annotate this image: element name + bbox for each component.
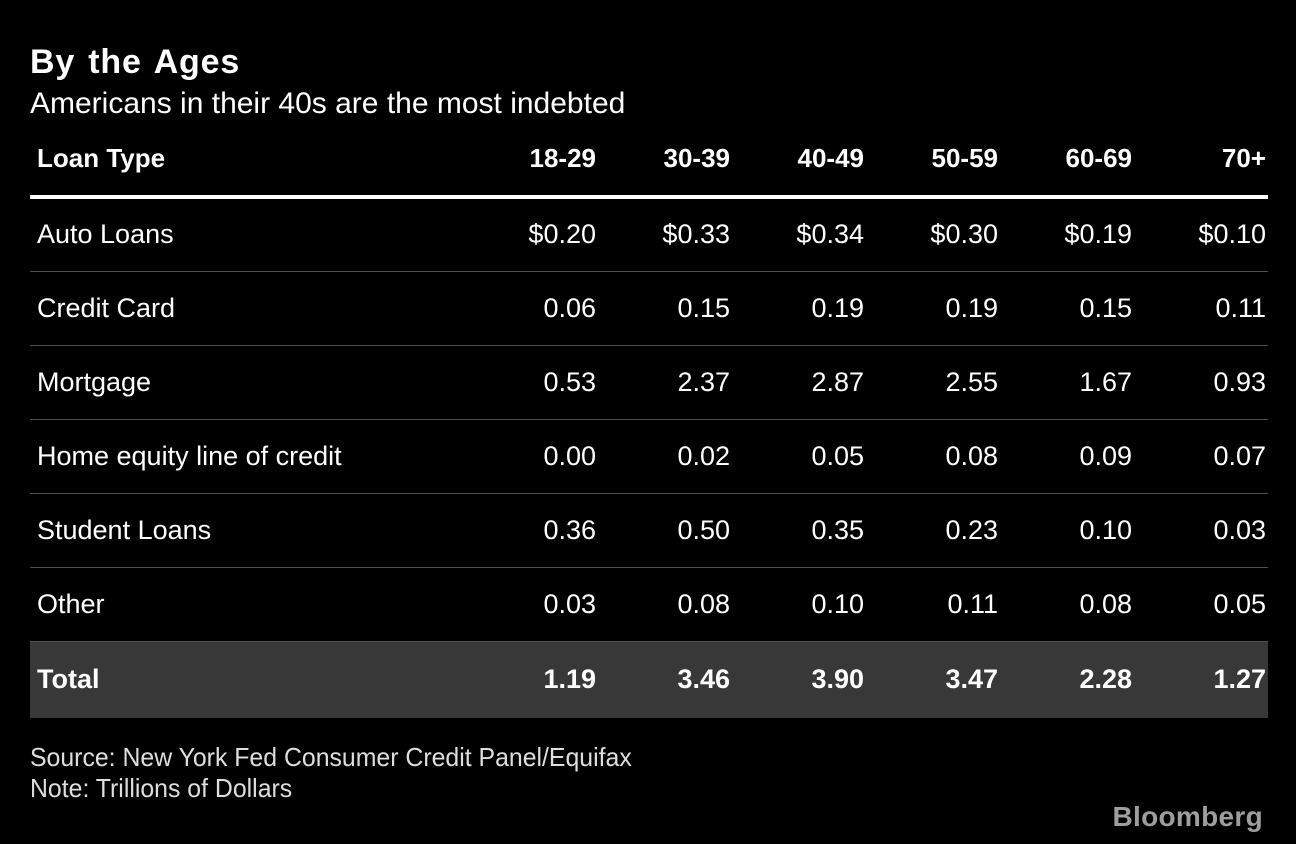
- cell-value: 2.55: [866, 345, 1000, 420]
- column-header-age-group: 50-59: [866, 143, 1000, 199]
- cell-value: 0.53: [464, 345, 598, 420]
- cell-value: $0.19: [1000, 197, 1134, 272]
- column-header-age-group: 30-39: [598, 143, 732, 199]
- column-header-age-group: 60-69: [1000, 143, 1134, 199]
- cell-value: 3.47: [866, 641, 1000, 718]
- cell-value: 0.15: [1000, 271, 1134, 346]
- cell-value: 0.93: [1134, 345, 1268, 420]
- cell-value: $0.20: [464, 197, 598, 272]
- column-header-age-group: 70+: [1134, 143, 1268, 199]
- cell-value: 1.27: [1134, 641, 1268, 718]
- table-row: Credit Card 0.06 0.15 0.19 0.19 0.15 0.11: [30, 271, 1268, 346]
- bloomberg-logo: Bloomberg: [1112, 801, 1263, 832]
- column-header-age-group: 40-49: [732, 143, 866, 199]
- row-label: Student Loans: [30, 493, 464, 568]
- cell-value: 3.46: [598, 641, 732, 718]
- chart-subtitle: Americans in their 40s are the most inde…: [30, 87, 626, 120]
- cell-value: 0.08: [1000, 567, 1134, 642]
- cell-value: 0.19: [732, 271, 866, 346]
- cell-value: 0.35: [732, 493, 866, 568]
- cell-value: 0.08: [598, 567, 732, 642]
- cell-value: 0.05: [732, 419, 866, 494]
- cell-value: 2.87: [732, 345, 866, 420]
- row-label: Home equity line of credit: [30, 419, 464, 494]
- cell-value: $0.10: [1134, 197, 1268, 272]
- row-label: Total: [30, 641, 464, 718]
- cell-value: 0.10: [732, 567, 866, 642]
- row-label: Credit Card: [30, 271, 464, 346]
- cell-value: 0.03: [1134, 493, 1268, 568]
- cell-value: 0.00: [464, 419, 598, 494]
- table-row: Student Loans 0.36 0.50 0.35 0.23 0.10 0.03: [30, 493, 1268, 568]
- total-row: Total 1.19 3.46 3.90 3.47 2.28 1.27: [30, 641, 1268, 718]
- cell-value: $0.30: [866, 197, 1000, 272]
- column-header-loan-type: Loan Type: [30, 143, 464, 199]
- cell-value: 0.15: [598, 271, 732, 346]
- cell-value: 0.03: [464, 567, 598, 642]
- cell-value: 2.37: [598, 345, 732, 420]
- table-row: Other 0.03 0.08 0.10 0.11 0.08 0.05: [30, 567, 1268, 642]
- row-label: Other: [30, 567, 464, 642]
- cell-value: 0.11: [866, 567, 1000, 642]
- cell-value: 1.67: [1000, 345, 1134, 420]
- cell-value: 1.19: [464, 641, 598, 718]
- cell-value: 0.19: [866, 271, 1000, 346]
- cell-value: 0.02: [598, 419, 732, 494]
- chart-title: By the Ages: [30, 43, 241, 81]
- cell-value: $0.34: [732, 197, 866, 272]
- row-label: Auto Loans: [30, 197, 464, 272]
- cell-value: 0.09: [1000, 419, 1134, 494]
- note-line: Note: Trillions of Dollars: [30, 773, 293, 803]
- row-label: Mortgage: [30, 345, 464, 420]
- cell-value: 0.50: [598, 493, 732, 568]
- debt-by-age-table: Loan Type 18-29 30-39 40-49 50-59 60-69 70+ Au…: [30, 143, 1268, 718]
- cell-value: 0.08: [866, 419, 1000, 494]
- cell-value: 2.28: [1000, 641, 1134, 718]
- table-row: Home equity line of credit 0.00 0.02 0.05 0.…: [30, 419, 1268, 494]
- cell-value: 0.07: [1134, 419, 1268, 494]
- cell-value: 0.23: [866, 493, 1000, 568]
- cell-value: 0.10: [1000, 493, 1134, 568]
- table-header-row: Loan Type 18-29 30-39 40-49 50-59 60-69 70+: [30, 143, 1268, 199]
- footer-notes: Source: New York Fed Consumer Credit Pan…: [30, 742, 1212, 804]
- cell-value: 3.90: [732, 641, 866, 718]
- cell-value: 0.11: [1134, 271, 1268, 346]
- table-body: Auto Loans $0.20 $0.33 $0.34 $0.30 $0.19 $0.10…: [30, 197, 1268, 718]
- cell-value: $0.33: [598, 197, 732, 272]
- cell-value: 0.05: [1134, 567, 1268, 642]
- table-row: Mortgage 0.53 2.37 2.87 2.55 1.67 0.93: [30, 345, 1268, 420]
- source-line: Source: New York Fed Consumer Credit Pan…: [30, 742, 632, 772]
- table-row: Auto Loans $0.20 $0.33 $0.34 $0.30 $0.19 $0.10: [30, 197, 1268, 272]
- cell-value: 0.06: [464, 271, 598, 346]
- column-header-age-group: 18-29: [464, 143, 598, 199]
- cell-value: 0.36: [464, 493, 598, 568]
